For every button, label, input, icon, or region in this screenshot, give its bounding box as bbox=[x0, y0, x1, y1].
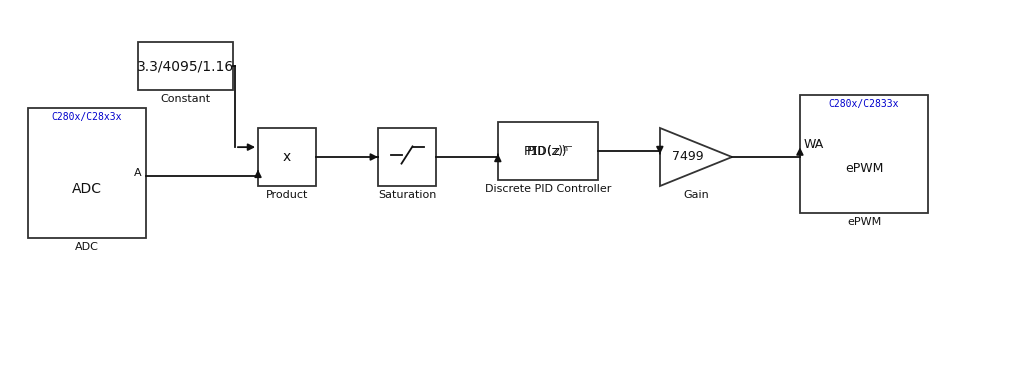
Text: ADC: ADC bbox=[72, 182, 102, 195]
Text: 3.3/4095/1.16: 3.3/4095/1.16 bbox=[136, 59, 234, 73]
Text: ePWM: ePWM bbox=[847, 217, 881, 227]
Bar bbox=[28, 108, 146, 238]
Text: —: — bbox=[564, 142, 572, 151]
Bar bbox=[258, 128, 316, 186]
Polygon shape bbox=[660, 128, 732, 186]
Text: ADC: ADC bbox=[75, 242, 99, 252]
Text: Product: Product bbox=[266, 190, 308, 200]
Bar bbox=[498, 122, 598, 180]
Text: C280x/C28x3x: C280x/C28x3x bbox=[52, 112, 122, 122]
Text: PID(z): PID(z) bbox=[523, 144, 569, 157]
Text: Discrete PID Controller: Discrete PID Controller bbox=[485, 184, 611, 194]
Text: C280x/C2833x: C280x/C2833x bbox=[828, 99, 900, 109]
Text: 7499: 7499 bbox=[671, 150, 703, 163]
Text: Gain: Gain bbox=[683, 190, 709, 200]
Text: x: x bbox=[283, 150, 292, 164]
Text: WA: WA bbox=[804, 138, 824, 151]
Text: Constant: Constant bbox=[160, 94, 211, 104]
Bar bbox=[800, 95, 927, 213]
Text: ePWM: ePWM bbox=[845, 162, 883, 175]
Text: Saturation: Saturation bbox=[377, 190, 436, 200]
Bar bbox=[138, 42, 233, 90]
Bar bbox=[378, 128, 436, 186]
Text: PID(z)ⁿ: PID(z)ⁿ bbox=[527, 144, 569, 157]
Text: A: A bbox=[134, 168, 142, 178]
